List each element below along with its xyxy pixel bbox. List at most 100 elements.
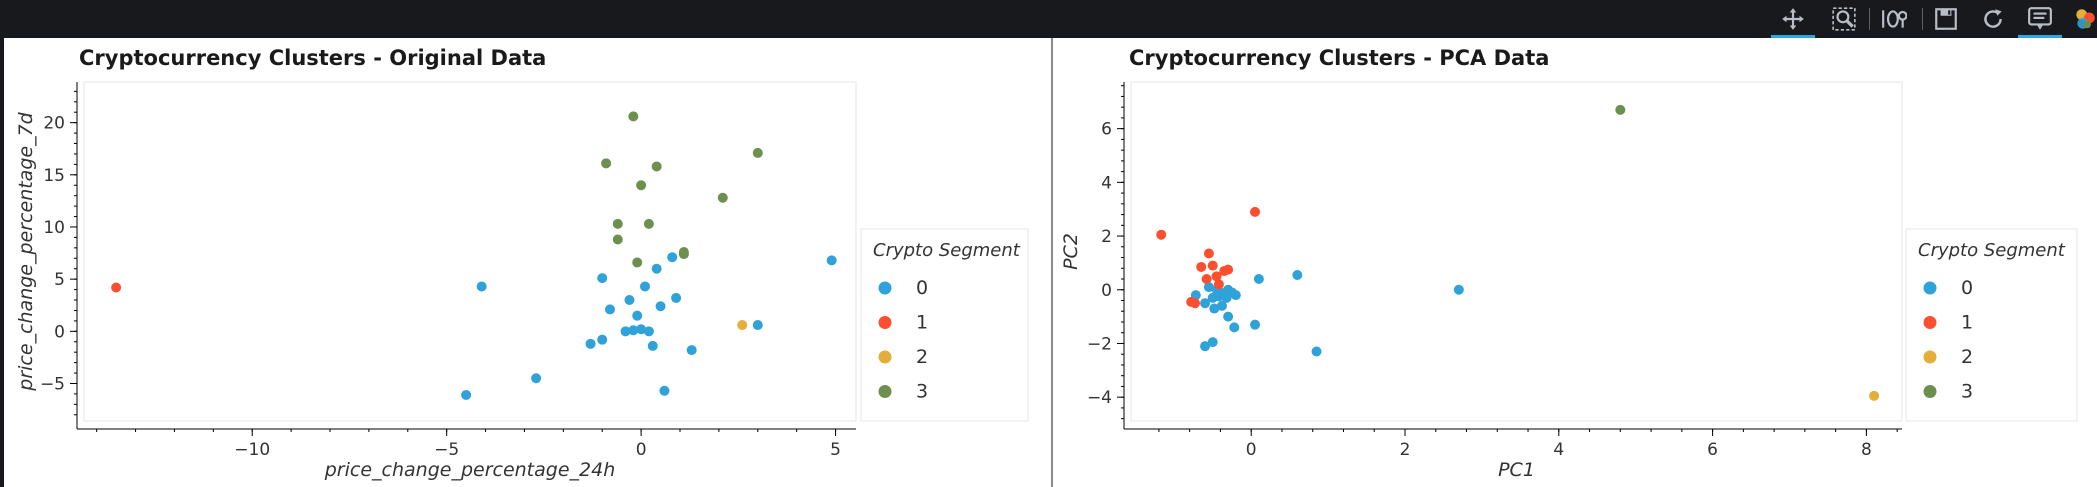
data-point[interactable] [1213,291,1224,302]
data-point[interactable] [605,304,615,315]
legend-label: 2 [916,346,928,368]
data-point[interactable] [651,161,662,172]
plot-original-data[interactable]: Cryptocurrency Clusters - Original Data … [0,38,1050,487]
legend-item[interactable]: 1 [878,312,929,334]
legend-title: Crypto Segment [873,240,1021,261]
data-point[interactable] [1229,322,1240,333]
data-point[interactable] [1207,260,1218,271]
data-point[interactable] [1453,284,1464,295]
data-point[interactable] [1209,303,1220,314]
data-point[interactable] [1615,104,1626,115]
data-point[interactable] [1223,264,1234,275]
data-point[interactable] [1190,298,1201,309]
data-point[interactable] [531,373,542,384]
data-point[interactable] [1869,390,1880,401]
data-point[interactable] [1221,292,1232,303]
data-point[interactable] [620,326,631,337]
data-point[interactable] [636,180,647,191]
data-point[interactable] [1292,269,1303,280]
data-point[interactable] [671,292,682,303]
data-point[interactable] [1250,206,1261,217]
toolbar-separator [1869,8,1870,30]
data-point[interactable] [461,389,472,400]
y-axis-label: price_change_percentage_7d [15,111,37,391]
data-point[interactable] [655,301,666,312]
y-tick-label: 4 [1101,173,1112,193]
data-point[interactable] [1203,282,1214,293]
data-point[interactable] [1200,341,1211,352]
bokeh-logo-tool[interactable] [2063,0,2097,38]
reset-tool[interactable] [1971,0,2015,38]
wheel-zoom-tool[interactable] [1872,0,1916,38]
y-tick-label: 5 [54,270,65,290]
y-tick-label: −5 [40,374,65,394]
data-point[interactable] [1201,274,1212,285]
data-point[interactable] [752,320,763,331]
data-point[interactable] [597,273,608,284]
data-point[interactable] [1203,248,1214,259]
save-tool[interactable] [1924,0,1968,38]
data-point[interactable] [601,158,612,169]
hover-tool[interactable] [2018,0,2062,38]
data-point[interactable] [651,263,662,274]
data-point[interactable] [1196,261,1207,272]
data-point[interactable] [624,295,635,306]
data-point[interactable] [632,257,643,268]
data-point[interactable] [667,252,678,263]
y-tick-label: −4 [1087,388,1112,408]
legend-item[interactable]: 0 [1923,277,1974,299]
y-tick-label: 10 [43,218,65,238]
data-point[interactable] [612,234,623,245]
data-point[interactable] [612,218,623,229]
legend-item[interactable]: 2 [878,346,929,368]
data-point[interactable] [717,192,728,203]
legend-swatch [1923,281,1937,295]
data-point[interactable] [1207,337,1218,348]
data-point[interactable] [597,334,608,345]
data-point[interactable] [659,385,670,396]
data-point[interactable] [647,340,658,351]
series-3 [601,111,763,268]
data-point[interactable] [1211,271,1222,282]
legend-item[interactable]: 1 [1923,312,1974,334]
data-point[interactable] [1216,300,1227,311]
data-point[interactable] [1223,311,1234,322]
data-point[interactable] [636,324,647,335]
y-axis-label: PC2 [1060,233,1082,270]
pan-tool[interactable] [1771,0,1815,38]
data-point[interactable] [111,282,122,293]
data-point[interactable] [752,147,763,158]
y-tick-label: 0 [54,322,65,342]
reset-icon [1984,9,2002,28]
data-point[interactable] [632,310,643,321]
data-point[interactable] [640,281,650,292]
wheel-zoom-icon [1882,10,1907,28]
legend-item[interactable]: 3 [878,381,929,403]
data-point[interactable] [1156,229,1167,240]
data-point[interactable] [678,249,689,260]
data-point[interactable] [826,255,837,266]
data-point[interactable] [585,338,596,349]
box-zoom-tool[interactable] [1822,0,1866,38]
legend-item[interactable]: 3 [1923,381,1974,403]
data-point[interactable] [1253,274,1264,285]
data-point[interactable] [686,345,697,356]
legend-swatch [878,385,892,398]
data-point[interactable] [737,320,748,331]
data-point[interactable] [476,281,487,292]
data-point[interactable] [1311,346,1322,357]
plot-pca-data[interactable]: Cryptocurrency Clusters - PCA Data −4 −2 0… [1053,38,2097,487]
data-point[interactable] [643,326,654,337]
legend-label: 3 [916,381,928,403]
data-point[interactable] [643,218,654,229]
data-point[interactable] [1250,319,1261,330]
data-point[interactable] [1200,298,1211,309]
data-point[interactable] [628,111,639,122]
data-point[interactable] [1213,279,1224,290]
legend-label: 0 [1961,277,1973,299]
data-point[interactable] [1230,290,1241,301]
legend-item[interactable]: 2 [1923,346,1974,368]
series-2 [737,320,748,331]
legend-item[interactable]: 0 [878,277,929,299]
data-point[interactable] [628,325,639,336]
